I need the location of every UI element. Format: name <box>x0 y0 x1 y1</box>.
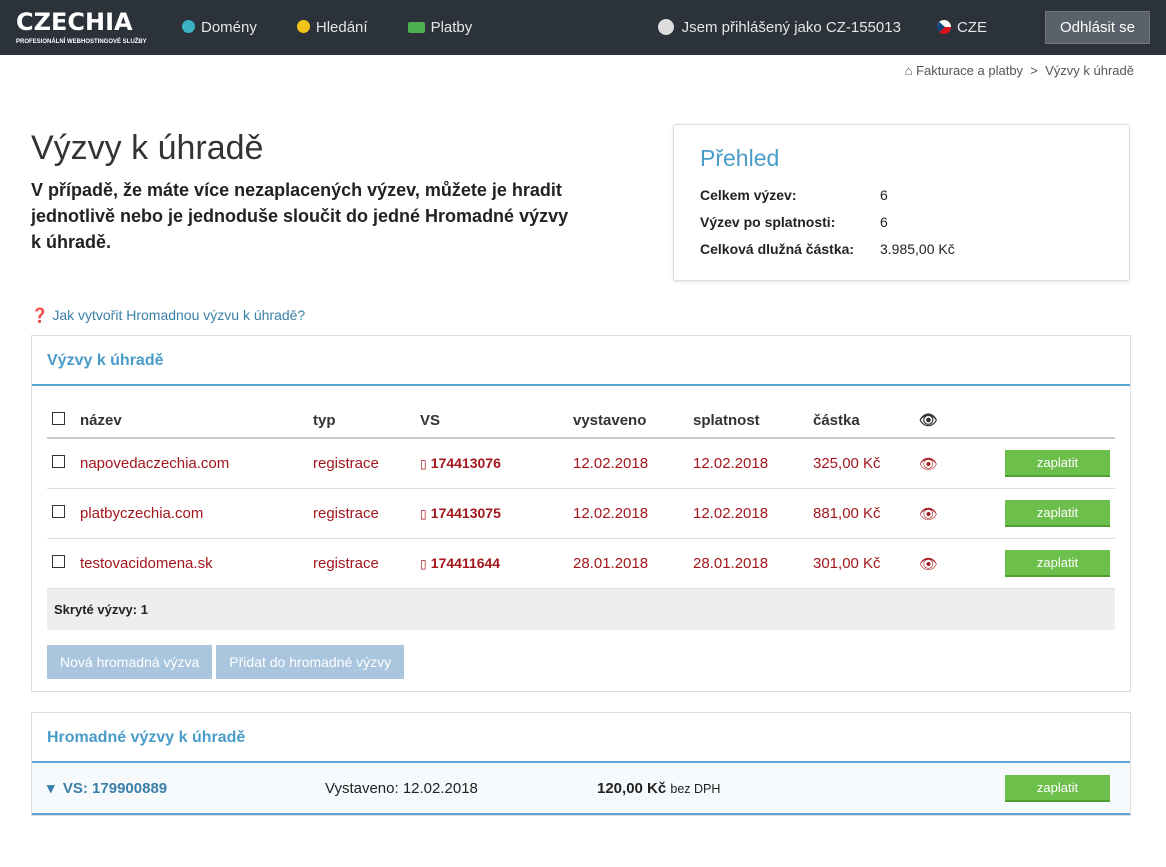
domain-link[interactable]: napovedaczechia.com <box>75 438 308 489</box>
table-row: napovedaczechia.com registrace ▯ 1744130… <box>47 438 1115 489</box>
invoices-panel: Výzvy k úhradě název typ VS vystaveno sp… <box>31 335 1131 692</box>
new-bulk-button[interactable]: Nová hromadná výzva <box>47 645 213 679</box>
table-row: platbyczechia.com registrace ▯ 174413075… <box>47 488 1115 539</box>
pay-button[interactable]: zaplatit <box>1005 500 1110 527</box>
nav-1[interactable]: Hledání <box>296 19 368 36</box>
overview-card: Přehled Celkem výzev: 6 Výzev po splatnost… <box>673 124 1130 281</box>
question-icon: ❓ <box>31 307 49 323</box>
logout-button[interactable]: Odhlásit se <box>1044 11 1150 44</box>
select-all-checkbox[interactable] <box>52 411 65 425</box>
pay-button[interactable]: zaplatit <box>1005 450 1110 477</box>
eye-icon[interactable]: 👁 <box>914 438 955 489</box>
eye-icon: 👁 <box>914 401 955 439</box>
bulk-row: ▾ VS: 179900889 Vystaveno: 12.02.2018 12… <box>32 763 1130 815</box>
search-globe-icon <box>296 20 310 33</box>
caret-down-icon: ▾ <box>47 780 55 797</box>
home-icon: ⌂ <box>904 63 913 78</box>
logo[interactable]: CZECHIA PROFESIONÁLNÍ WEBHOSTINGOVÉ SLUŽB… <box>16 8 147 45</box>
pdf-icon: ▯ <box>420 557 427 571</box>
user-icon <box>657 19 674 35</box>
overview-row: Celkem výzev: 6 <box>700 187 888 203</box>
bulk-panel: Hromadné výzvy k úhradě ▾ VS: 179900889 … <box>31 712 1131 816</box>
bulk-expand[interactable]: ▾ VS: 179900889 <box>47 780 168 797</box>
czech-flag-icon <box>936 20 951 34</box>
page-lead: V případě, že máte více nezaplacených vý… <box>31 180 569 252</box>
user-account[interactable]: Jsem přihlášený jako CZ-155013 <box>657 19 901 36</box>
overview-row: Celková dlužná částka: 3.985,00 Kč <box>700 241 955 257</box>
pay-button[interactable]: zaplatit <box>1005 774 1110 802</box>
row-checkbox[interactable] <box>52 455 65 468</box>
vs-pdf-link[interactable]: ▯ 174411644 <box>415 538 568 589</box>
hidden-invoices[interactable]: Skryté výzvy: 1 <box>47 589 1115 630</box>
nav-0[interactable]: Domény <box>182 19 257 36</box>
vs-pdf-link[interactable]: ▯ 174413076 <box>415 438 568 489</box>
eye-icon[interactable]: 👁 <box>914 538 955 589</box>
pdf-icon: ▯ <box>420 457 427 471</box>
vs-pdf-link[interactable]: ▯ 174413075 <box>415 488 568 539</box>
breadcrumb-link[interactable]: Fakturace a platby <box>916 63 1024 78</box>
table-row: testovacidomena.sk registrace ▯ 17441164… <box>47 538 1115 589</box>
breadcrumb: ⌂ Fakturace a platby > Výzvy k úhradě <box>904 63 1134 78</box>
money-icon <box>407 22 425 33</box>
invoices-table: název typ VS vystaveno splatnost částka … <box>47 401 1115 589</box>
add-to-bulk-button[interactable]: Přidat do hromadné výzvy <box>216 645 405 679</box>
top-bar: CZECHIA PROFESIONÁLNÍ WEBHOSTINGOVÉ SLUŽB… <box>0 0 1166 55</box>
pay-button[interactable]: zaplatit <box>1005 550 1110 577</box>
domain-link[interactable]: testovacidomena.sk <box>75 538 308 589</box>
row-checkbox[interactable] <box>52 505 65 518</box>
page-title: Výzvy k úhradě <box>31 129 264 167</box>
nav-2[interactable]: Platby <box>407 19 472 36</box>
pdf-icon: ▯ <box>420 507 427 521</box>
overview-row: Výzev po splatnosti: 6 <box>700 214 888 230</box>
globe-icon <box>182 20 195 33</box>
language-select[interactable]: CZE <box>936 19 987 36</box>
domain-link[interactable]: platbyczechia.com <box>75 488 308 539</box>
eye-icon[interactable]: 👁 <box>914 488 955 539</box>
row-checkbox[interactable] <box>52 555 65 568</box>
help-link[interactable]: ❓ Jak vytvořit Hromadnou výzvu k úhradě? <box>31 307 306 323</box>
